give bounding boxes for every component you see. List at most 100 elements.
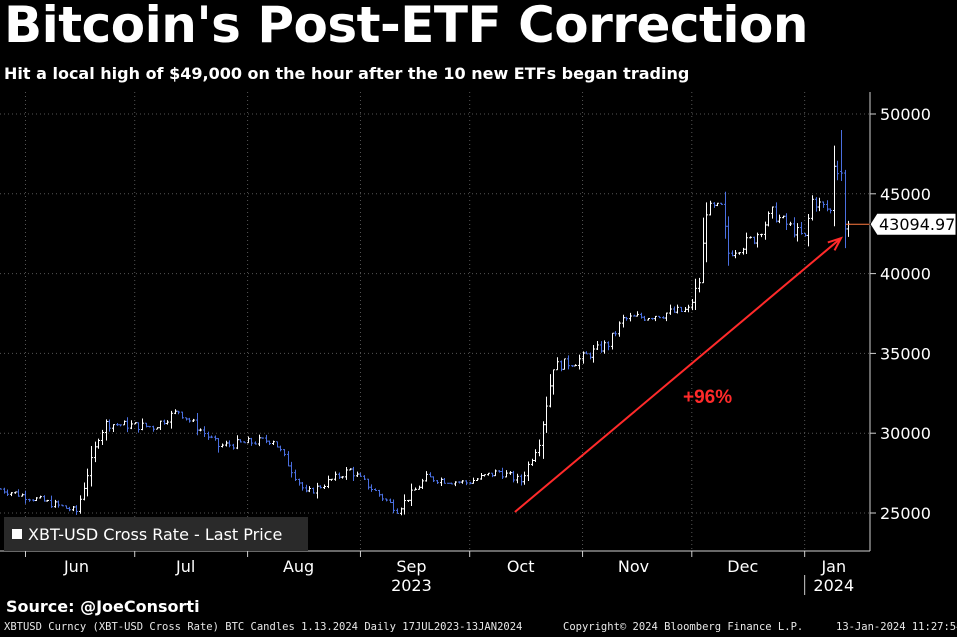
x-axis: Jun Jul Aug Sep Oct Nov Dec Jan 2023 2024 (24, 551, 854, 595)
candle (640, 312, 643, 319)
candle (694, 278, 697, 310)
last-price-box (869, 212, 957, 236)
candle (10, 492, 13, 497)
candle (75, 505, 78, 515)
candle (308, 486, 311, 493)
candle (86, 468, 89, 497)
candle (756, 232, 759, 248)
candle (636, 311, 639, 317)
candle (166, 420, 169, 425)
candle (760, 233, 763, 238)
candle (523, 471, 526, 485)
candle (654, 315, 657, 322)
annotation-arrow-line (514, 238, 841, 513)
candle (232, 443, 235, 450)
candle (367, 478, 370, 490)
candle (578, 354, 581, 370)
candle (148, 425, 151, 428)
candle (403, 494, 406, 515)
candle (301, 481, 304, 491)
candle (181, 411, 184, 419)
candle (421, 478, 424, 489)
candle (261, 437, 264, 439)
candle (742, 247, 745, 255)
candle (563, 358, 566, 370)
candle (24, 490, 27, 504)
candle (775, 202, 778, 223)
candle (370, 484, 373, 492)
candle (177, 410, 180, 415)
candle (713, 202, 716, 208)
candle (469, 481, 472, 485)
candle (363, 475, 366, 480)
footer-copyright: Copyright© 2024 Bloomberg Finance L.P. (563, 621, 804, 633)
candle (341, 476, 344, 479)
candle (847, 220, 850, 237)
candle (239, 439, 242, 443)
y-tick-label: 30000 (880, 424, 931, 443)
x-tick-label: Dec (727, 557, 758, 576)
candle (6, 489, 9, 496)
candle (385, 498, 388, 502)
candle (258, 434, 261, 447)
candle (137, 422, 140, 433)
candle (119, 424, 122, 427)
candle (265, 434, 268, 444)
candle (647, 317, 650, 321)
x-year-label: 2023 (391, 576, 432, 595)
x-tick-label: Aug (283, 557, 314, 576)
annotation-arrowhead (827, 236, 843, 251)
candle (480, 472, 483, 480)
candle (105, 419, 108, 441)
candle (61, 504, 64, 507)
candle (21, 493, 24, 497)
candle (458, 481, 461, 484)
candle (542, 421, 545, 459)
candle (374, 488, 377, 492)
candle (228, 440, 231, 448)
candle (352, 466, 355, 482)
x-tick-label: Jul (175, 557, 195, 576)
candle (43, 495, 46, 502)
candle (643, 315, 646, 322)
candle (217, 438, 220, 453)
candle (392, 499, 395, 514)
candle (556, 357, 559, 371)
candle (17, 489, 20, 497)
candle (185, 417, 188, 421)
candle (483, 474, 486, 477)
candle (472, 477, 475, 484)
candle (516, 473, 519, 484)
candle (294, 469, 297, 482)
candle (778, 214, 781, 224)
candle (188, 417, 191, 423)
candle (323, 484, 326, 489)
candle (815, 197, 818, 212)
y-tick-label: 25000 (880, 504, 931, 523)
candle (156, 427, 159, 430)
candle (359, 472, 362, 477)
candle (312, 487, 315, 494)
candle (840, 129, 843, 182)
candle (32, 499, 35, 502)
legend-label: XBT-USD Cross Rate - Last Price (28, 524, 283, 544)
candle (829, 208, 832, 214)
candle (54, 499, 57, 508)
candle (389, 498, 392, 503)
candle (665, 312, 668, 322)
candle (276, 441, 279, 448)
candle (123, 420, 126, 426)
candle (501, 467, 504, 479)
candle (101, 429, 104, 445)
candle (134, 422, 137, 425)
chart-subtitle: Hit a local high of $49,000 on the hour … (4, 64, 690, 83)
candle (108, 419, 111, 432)
candle (90, 446, 93, 487)
candle (327, 475, 330, 489)
candle (698, 277, 701, 293)
candle (705, 202, 708, 263)
candle (680, 306, 683, 313)
candle (243, 441, 246, 444)
candle (35, 497, 38, 502)
